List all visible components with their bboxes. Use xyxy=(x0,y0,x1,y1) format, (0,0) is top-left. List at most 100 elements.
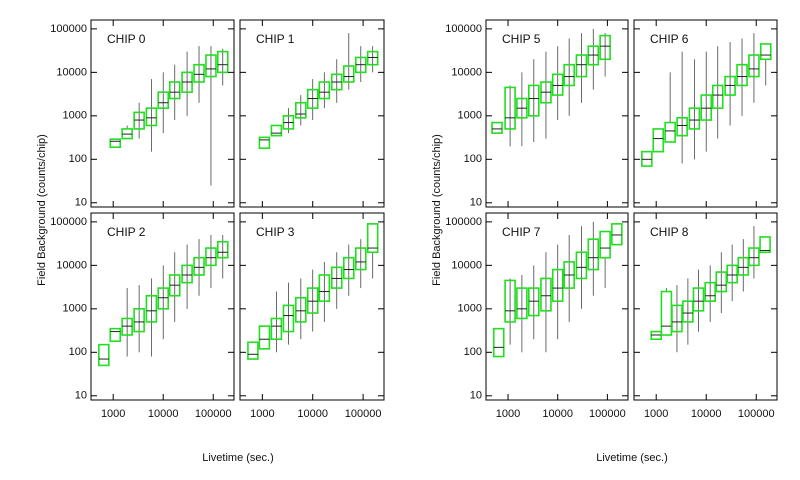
box xyxy=(671,304,683,333)
box xyxy=(736,63,748,87)
box xyxy=(282,304,295,333)
x-tick-label: 100000 xyxy=(195,408,232,420)
box xyxy=(726,264,738,284)
box xyxy=(540,277,552,312)
box xyxy=(342,65,355,83)
box xyxy=(504,86,516,130)
y-axis-label: Field Background (counts/chip) xyxy=(36,134,48,286)
y-tick-label: 10000 xyxy=(56,66,87,78)
box xyxy=(342,256,355,280)
box xyxy=(295,101,307,119)
box xyxy=(491,121,503,134)
plot-frame xyxy=(90,212,235,401)
box xyxy=(270,317,283,341)
box xyxy=(759,236,771,254)
y-tick-label: 100 xyxy=(464,153,482,165)
x-tick-label: 1000 xyxy=(644,408,668,420)
box xyxy=(551,268,564,302)
box xyxy=(366,223,379,254)
y-tick-label: 100 xyxy=(464,346,482,358)
box xyxy=(145,107,158,127)
box xyxy=(611,223,623,246)
box xyxy=(121,317,133,336)
box xyxy=(270,124,283,137)
y-tick-label: 1000 xyxy=(63,110,87,122)
box xyxy=(516,287,528,320)
y-tick-label: 10 xyxy=(470,390,482,402)
box xyxy=(692,287,705,312)
box xyxy=(599,230,611,259)
panel-title: CHIP 2 xyxy=(107,225,146,239)
box xyxy=(193,63,205,83)
y-tick-label: 1000 xyxy=(458,110,482,122)
plot-frame xyxy=(633,212,778,401)
y-tick-label: 10000 xyxy=(451,66,482,78)
box xyxy=(563,63,575,87)
box xyxy=(318,274,331,302)
box xyxy=(688,107,701,130)
box xyxy=(652,128,665,153)
x-tick-label: 10000 xyxy=(148,408,179,420)
x-tick-label: 1000 xyxy=(496,408,520,420)
box xyxy=(205,54,217,78)
box xyxy=(258,136,271,150)
y-tick-label: 10000 xyxy=(451,259,482,271)
y-tick-label: 100 xyxy=(69,346,87,358)
x-tick-label: 1000 xyxy=(250,408,274,420)
panel-title: CHIP 8 xyxy=(650,225,689,239)
box xyxy=(193,256,205,276)
box xyxy=(366,50,379,66)
x-tick-label: 100000 xyxy=(738,408,775,420)
box xyxy=(258,325,271,350)
box xyxy=(504,279,516,323)
box xyxy=(715,271,728,293)
box xyxy=(711,84,724,109)
panel-title: CHIP 1 xyxy=(256,32,295,46)
x-axis-label: Livetime (sec.) xyxy=(202,452,274,464)
box xyxy=(205,247,217,267)
box xyxy=(704,281,716,302)
box xyxy=(216,50,229,74)
box xyxy=(664,121,676,143)
box xyxy=(599,34,611,61)
box xyxy=(109,138,122,148)
box xyxy=(216,240,229,259)
x-tick-label: 10000 xyxy=(542,408,573,420)
panel-title: CHIP 0 xyxy=(107,32,146,46)
panel-title: CHIP 6 xyxy=(650,32,689,46)
box xyxy=(492,327,505,358)
y-tick-label: 100000 xyxy=(50,216,87,228)
box xyxy=(676,117,688,137)
y-tick-label: 10000 xyxy=(56,259,87,271)
x-tick-label: 10000 xyxy=(297,408,328,420)
box xyxy=(295,296,307,323)
x-tick-label: 100000 xyxy=(589,408,626,420)
x-tick-label: 10000 xyxy=(691,408,722,420)
box xyxy=(157,91,170,109)
box xyxy=(575,251,588,280)
box xyxy=(575,54,588,78)
y-tick-label: 100000 xyxy=(445,23,482,35)
box xyxy=(748,247,760,267)
x-tick-label: 100000 xyxy=(345,408,382,420)
box xyxy=(551,73,564,96)
box xyxy=(157,287,170,310)
box xyxy=(133,111,145,130)
box xyxy=(98,343,110,367)
y-tick-label: 1000 xyxy=(63,303,87,315)
box xyxy=(527,84,540,117)
box xyxy=(759,43,772,61)
plot-frame xyxy=(90,19,235,208)
y-tick-label: 100000 xyxy=(50,23,87,35)
box xyxy=(181,264,193,284)
panel-title: CHIP 7 xyxy=(502,225,541,239)
plot-frame xyxy=(239,19,385,208)
box xyxy=(330,266,343,289)
box xyxy=(247,341,259,360)
y-tick-label: 1000 xyxy=(458,303,482,315)
box xyxy=(145,294,158,323)
x-axis-label: Livetime (sec.) xyxy=(596,452,668,464)
box xyxy=(527,287,540,317)
plot-frame xyxy=(239,212,385,401)
